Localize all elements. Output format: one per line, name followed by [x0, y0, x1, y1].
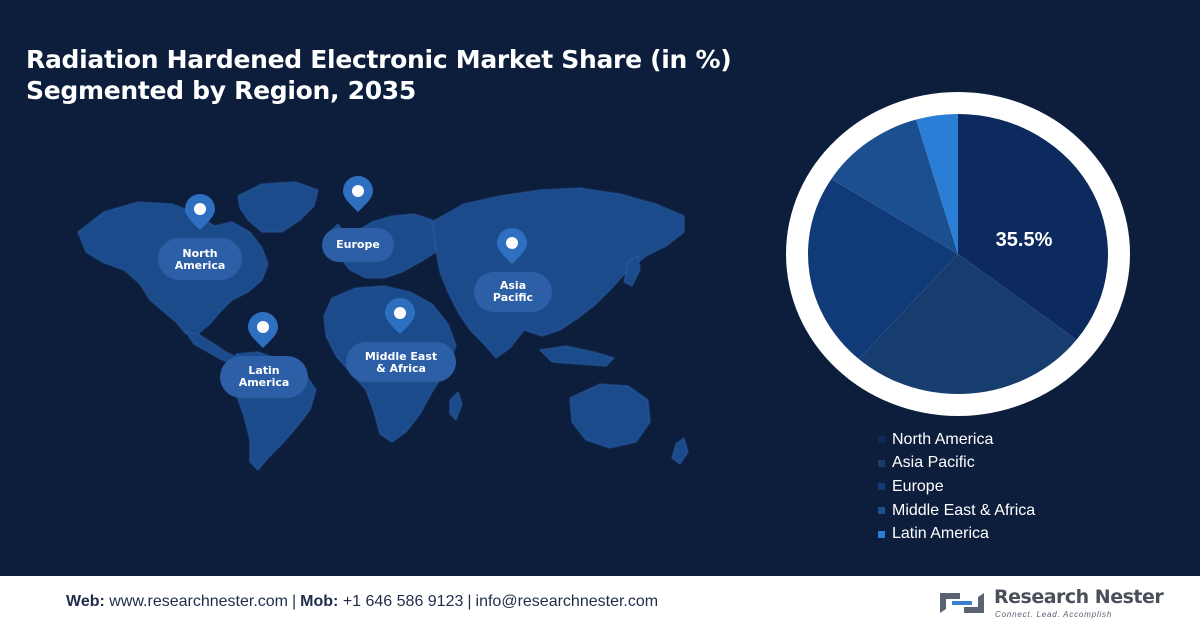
pin-label-latin-america: Latin America [238, 364, 290, 389]
title-line-1: Radiation Hardened Electronic Market Sha… [26, 45, 732, 74]
pin-asia-pacific[interactable] [497, 228, 527, 264]
legend-label: Asia Pacific [892, 454, 975, 472]
legend-item-north-america: North America [878, 428, 1035, 452]
legend-item-latin-america: Latin America [878, 522, 1035, 546]
logo-mark-icon [940, 593, 984, 613]
legend-item-europe: Europe [878, 475, 1035, 499]
logo-tagline: Connect. Lead. Accomplish [995, 610, 1113, 619]
pin-latin-america[interactable] [248, 312, 278, 348]
divider: | [292, 593, 297, 610]
label-bg-middle-east-africa [346, 342, 456, 382]
pie-slice-asia-pacific[interactable] [858, 254, 1077, 395]
pin-north-america[interactable] [185, 194, 215, 230]
pin-label-europe: Europe [336, 238, 380, 251]
pie-slices [807, 114, 1108, 395]
divider: | [467, 593, 472, 610]
pin-label-asia-pacific: Asia Pacific [492, 279, 534, 304]
map-pins [158, 176, 552, 398]
asia-shape [431, 187, 685, 359]
pie-slice-middle-east-africa[interactable] [831, 119, 958, 254]
pie-slice-europe[interactable] [807, 178, 958, 360]
madagascar-shape [449, 391, 463, 421]
pie-data-label-north-america: 35.5% [996, 229, 1053, 251]
mobile-number: +1 646 586 9123 [342, 593, 464, 610]
pie-slice-latin-america[interactable] [916, 114, 958, 254]
legend-label: Europe [892, 477, 944, 495]
title-line-2: Segmented by Region, 2035 [26, 76, 416, 105]
web-link[interactable]: www.researchnester.com [109, 593, 288, 610]
label-bg-latin-america [220, 356, 308, 398]
legend-label: North America [892, 430, 994, 448]
label-bg-europe [322, 228, 394, 262]
legend-swatch [878, 507, 885, 515]
label-bg-north-america [158, 238, 242, 280]
chart-title: Radiation Hardened Electronic Market Sha… [26, 44, 732, 106]
footer: Web: www.researchnester.com | Mob: +1 646 … [0, 576, 1200, 628]
legend-swatch [878, 436, 885, 444]
pie-chart: 35.5% [786, 92, 1130, 421]
legend-label: Middle East & Africa [892, 501, 1036, 519]
contact-info: Web: www.researchnester.com | Mob: +1 646 … [66, 593, 658, 611]
legend-swatch [878, 459, 885, 467]
greenland-shape [237, 181, 319, 233]
legend: North America Asia Pacific Europe Middle… [878, 428, 1035, 546]
label-bg-asia-pacific [474, 272, 552, 312]
legend-item-middle-east-africa: Middle East & Africa [878, 499, 1035, 523]
pie-svg: 35.5% [786, 92, 1130, 416]
web-label: Web: [66, 593, 105, 610]
pin-europe[interactable] [343, 176, 373, 212]
indonesia-shape [539, 345, 615, 367]
australia-shape [569, 383, 651, 449]
continents [77, 181, 689, 471]
legend-label: Latin America [892, 525, 989, 543]
legend-swatch [878, 483, 885, 491]
japan-shape [623, 255, 641, 287]
mob-label: Mob: [300, 593, 339, 610]
new-zealand-shape [671, 437, 689, 465]
world-map [77, 176, 689, 471]
email-link[interactable]: info@researchnester.com [475, 593, 659, 610]
logo-brand-name: Research Nester [994, 586, 1164, 608]
pin-middle-east-africa[interactable] [385, 298, 415, 334]
research-nester-logo: Research Nester Connect. Lead. Accomplis… [936, 585, 1164, 621]
pin-label-middle-east-africa: Middle East & Africa [364, 350, 438, 375]
pin-label-north-america: North America [174, 247, 226, 272]
pie-slice-north-america[interactable] [958, 114, 1108, 340]
legend-item-asia-pacific: Asia Pacific [878, 452, 1035, 476]
legend-swatch [878, 530, 885, 538]
